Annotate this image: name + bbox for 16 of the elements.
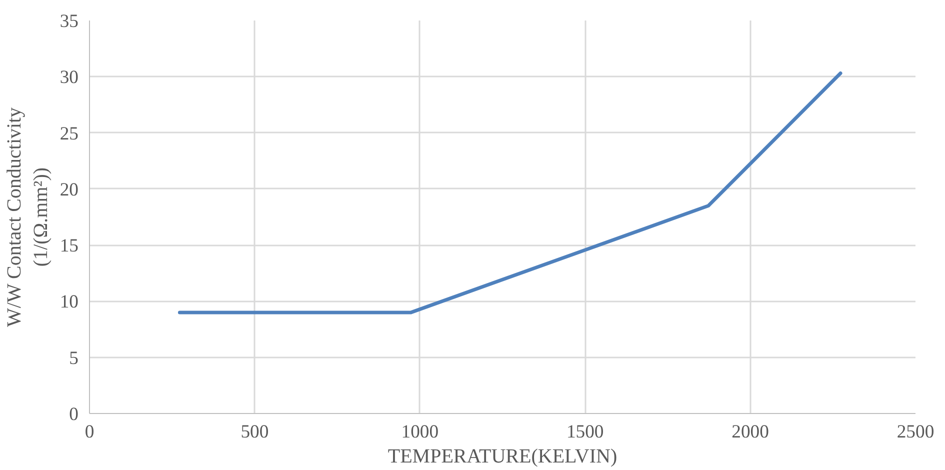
y-tick-label: 10 (60, 292, 78, 313)
y-axis-title: W/W Contact Conductivity (1/(Ω.mm²)) (3, 107, 52, 327)
x-tick-label: 1000 (401, 422, 439, 442)
x-tick-label: 0 (84, 422, 94, 442)
x-tick-label: 2000 (732, 422, 769, 442)
y-tick-label: 25 (60, 123, 78, 144)
y-tick-label: 35 (60, 11, 78, 32)
y-tick-label: 15 (60, 236, 78, 257)
x-tick-label: 1500 (566, 422, 604, 442)
y-tick-label: 0 (69, 404, 78, 425)
x-tick-label: 2500 (896, 422, 934, 442)
y-tick-label: 30 (60, 67, 78, 88)
x-tick-label: 500 (240, 422, 269, 442)
y-tick-label: 20 (60, 179, 78, 200)
y-tick-label: 5 (69, 348, 78, 369)
x-axis-title: TEMPERATURE(KELVIN) (388, 446, 618, 468)
